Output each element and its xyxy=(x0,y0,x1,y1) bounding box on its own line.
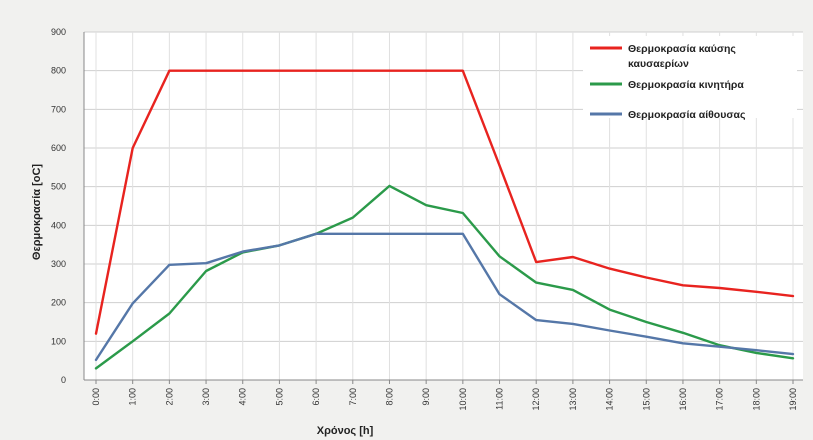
x-tick-label: 9:00 xyxy=(421,388,431,406)
x-tick-label: 5:00 xyxy=(274,388,284,406)
legend-label-1-line-2: καυσαερίων xyxy=(628,58,689,70)
x-tick-label: 19:00 xyxy=(788,388,798,411)
x-axis-title: Χρόνος [h] xyxy=(317,425,374,437)
x-tick-label: 17:00 xyxy=(715,388,725,411)
y-tick-label: 200 xyxy=(51,298,66,308)
legend-label-3: Θερμοκρασία αίθουσας xyxy=(628,109,746,121)
y-tick-label: 100 xyxy=(51,336,66,346)
axes: 0 100 200 300 400 500 600 700 800 900 0:00 1:00 2:00… xyxy=(51,27,803,411)
x-tick-label: 4:00 xyxy=(238,388,248,406)
x-tick-label: 3:00 xyxy=(201,388,211,406)
x-tick-label: 10:00 xyxy=(458,388,468,411)
x-tick-label: 14:00 xyxy=(605,388,615,411)
y-tick-label: 600 xyxy=(51,143,66,153)
x-tick-label: 15:00 xyxy=(641,388,651,411)
series-line-3 xyxy=(94,232,795,362)
series-line-1 xyxy=(94,69,795,335)
y-tick-label: 0 xyxy=(61,375,66,385)
x-tick-label: 6:00 xyxy=(311,388,321,406)
legend-label-2: Θερμοκρασία κινητήρα xyxy=(628,79,744,91)
x-tick-label: 8:00 xyxy=(384,388,394,406)
legend-label-1: Θερμοκρασία καύσης xyxy=(628,43,736,55)
y-tick-label: 400 xyxy=(51,220,66,230)
y-tick-label: 500 xyxy=(51,182,66,192)
x-tick-label: 16:00 xyxy=(678,388,688,411)
x-tick-label: 2:00 xyxy=(164,388,174,406)
x-tick-label: 11:00 xyxy=(495,388,505,410)
y-tick-label: 700 xyxy=(51,104,66,114)
x-tick-label: 12:00 xyxy=(531,388,541,411)
x-tick-label: 1:00 xyxy=(128,388,138,406)
y-tick-label: 300 xyxy=(51,259,66,269)
legend-background xyxy=(583,36,797,118)
x-tick-label: 7:00 xyxy=(348,388,358,406)
y-tick-label: 800 xyxy=(51,66,66,76)
series-line-2 xyxy=(94,184,795,370)
x-tick-label: 0:00 xyxy=(91,388,101,406)
y-tick-label: 900 xyxy=(51,27,66,37)
series-lines xyxy=(94,69,795,370)
legend: Θερμοκρασία καύσης καυσαερίων Θερμοκρασία … xyxy=(583,36,797,121)
x-tick-label: 18:00 xyxy=(751,388,761,411)
y-axis-title: Θερμοκρασία [oC] xyxy=(31,164,43,260)
x-tick-label: 13:00 xyxy=(568,388,578,411)
